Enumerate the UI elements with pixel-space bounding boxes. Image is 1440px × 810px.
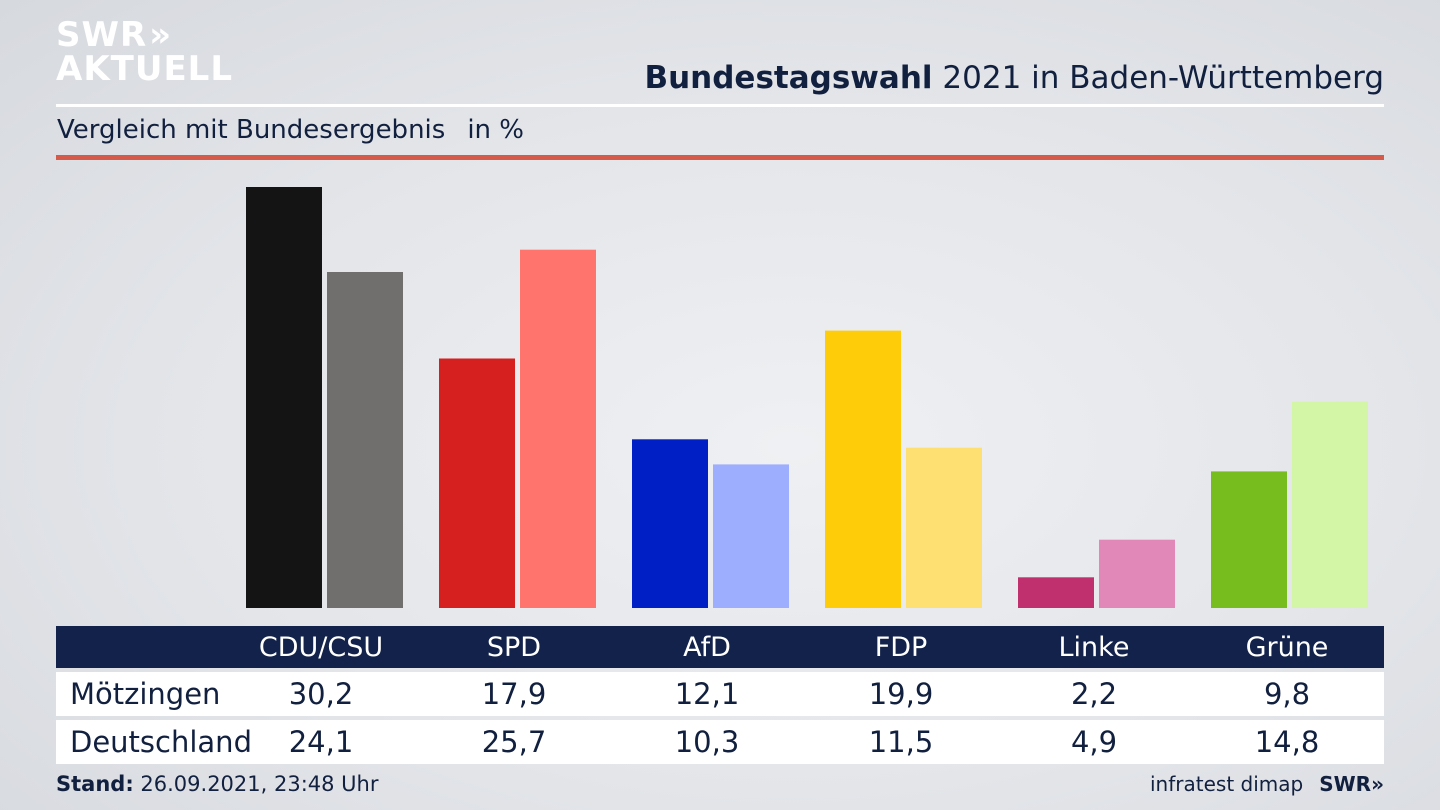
results-table: CDU/CSU SPD AfD FDP Linke Grüne Mötzingen 30,… (56, 626, 1384, 764)
column-header-gr-ne: Grüne (1245, 631, 1329, 663)
value-label-moetzingen-fdp: 19,9 (868, 677, 934, 711)
page-title: Bundestagswahl 2021 in Baden-Württemberg (644, 60, 1384, 96)
title-rest: 2021 in Baden-Württemberg (932, 60, 1384, 96)
bar-fdp-deutschland (906, 447, 982, 608)
value-label-deutschland-spd: 25,7 (481, 725, 547, 759)
table-header: CDU/CSU SPD AfD FDP Linke Grüne (56, 626, 1384, 668)
table-row-moetzingen: Mötzingen 30,2 17,9 12,1 19,9 2,2 9,8 (56, 672, 1384, 716)
bar-gr-ne-deutschland (1292, 401, 1368, 608)
bar-cdu-csu-moetzingen (246, 187, 322, 608)
bar-spd-deutschland (520, 249, 596, 608)
value-label-moetzingen-linke: 2,2 (1070, 677, 1118, 711)
accent-rule (56, 155, 1384, 160)
swr-brand-icon: SWR» (1319, 772, 1384, 796)
stand-label: Stand: (56, 772, 134, 796)
column-header-linke: Linke (1058, 631, 1130, 663)
bar-cdu-csu-deutschland (327, 272, 403, 608)
column-header-afd: AfD (683, 631, 731, 663)
bar-afd-moetzingen (632, 439, 708, 608)
unit-label: in % (467, 115, 524, 145)
stand-value: 26.09.2021, 23:48 Uhr (133, 772, 379, 796)
value-label-deutschland-fdp: 11,5 (868, 725, 934, 759)
bar-linke-deutschland (1099, 539, 1175, 608)
header-divider (56, 104, 1384, 107)
row-label-deutschland: Deutschland (70, 725, 252, 759)
chart-subtitle: Vergleich mit Bundesergebnis in % (57, 115, 524, 145)
value-label-moetzingen-cdu-csu: 30,2 (288, 677, 354, 711)
bar-afd-deutschland (713, 464, 789, 608)
bar-spd-moetzingen (439, 358, 515, 608)
row-label-moetzingen: Mötzingen (70, 677, 221, 711)
column-header-fdp: FDP (874, 631, 928, 663)
value-label-moetzingen-spd: 17,9 (481, 677, 547, 711)
source-text: infratest dimap (1150, 772, 1304, 796)
timestamp: Stand: 26.09.2021, 23:48 Uhr (56, 772, 379, 796)
subtitle-text: Vergleich mit Bundesergebnis (57, 115, 446, 145)
value-label-deutschland-cdu-csu: 24,1 (288, 725, 354, 759)
logo-swr-text: SWR (56, 15, 148, 55)
logo-aktuell-text: AKTUELL (56, 49, 234, 89)
swr-aktuell-logo: SWR » AKTUELL (56, 18, 233, 86)
value-label-moetzingen-gr-ne: 9,8 (1263, 677, 1311, 711)
bar-gr-ne-moetzingen (1211, 471, 1287, 608)
column-header-spd: SPD (486, 631, 542, 663)
table-row-deutschland: Deutschland 24,1 25,7 10,3 11,5 4,9 14,8 (56, 720, 1384, 764)
source-credit: infratest dimap SWR» (1150, 772, 1384, 796)
title-bold: Bundestagswahl (644, 60, 933, 96)
value-label-moetzingen-afd: 12,1 (674, 677, 740, 711)
value-label-deutschland-linke: 4,9 (1070, 725, 1118, 759)
bar-fdp-moetzingen (825, 330, 901, 608)
value-label-deutschland-afd: 10,3 (674, 725, 740, 759)
value-label-deutschland-gr-ne: 14,8 (1254, 725, 1320, 759)
bar-linke-moetzingen (1018, 577, 1094, 608)
column-header-cdu-csu: CDU/CSU (258, 631, 384, 663)
